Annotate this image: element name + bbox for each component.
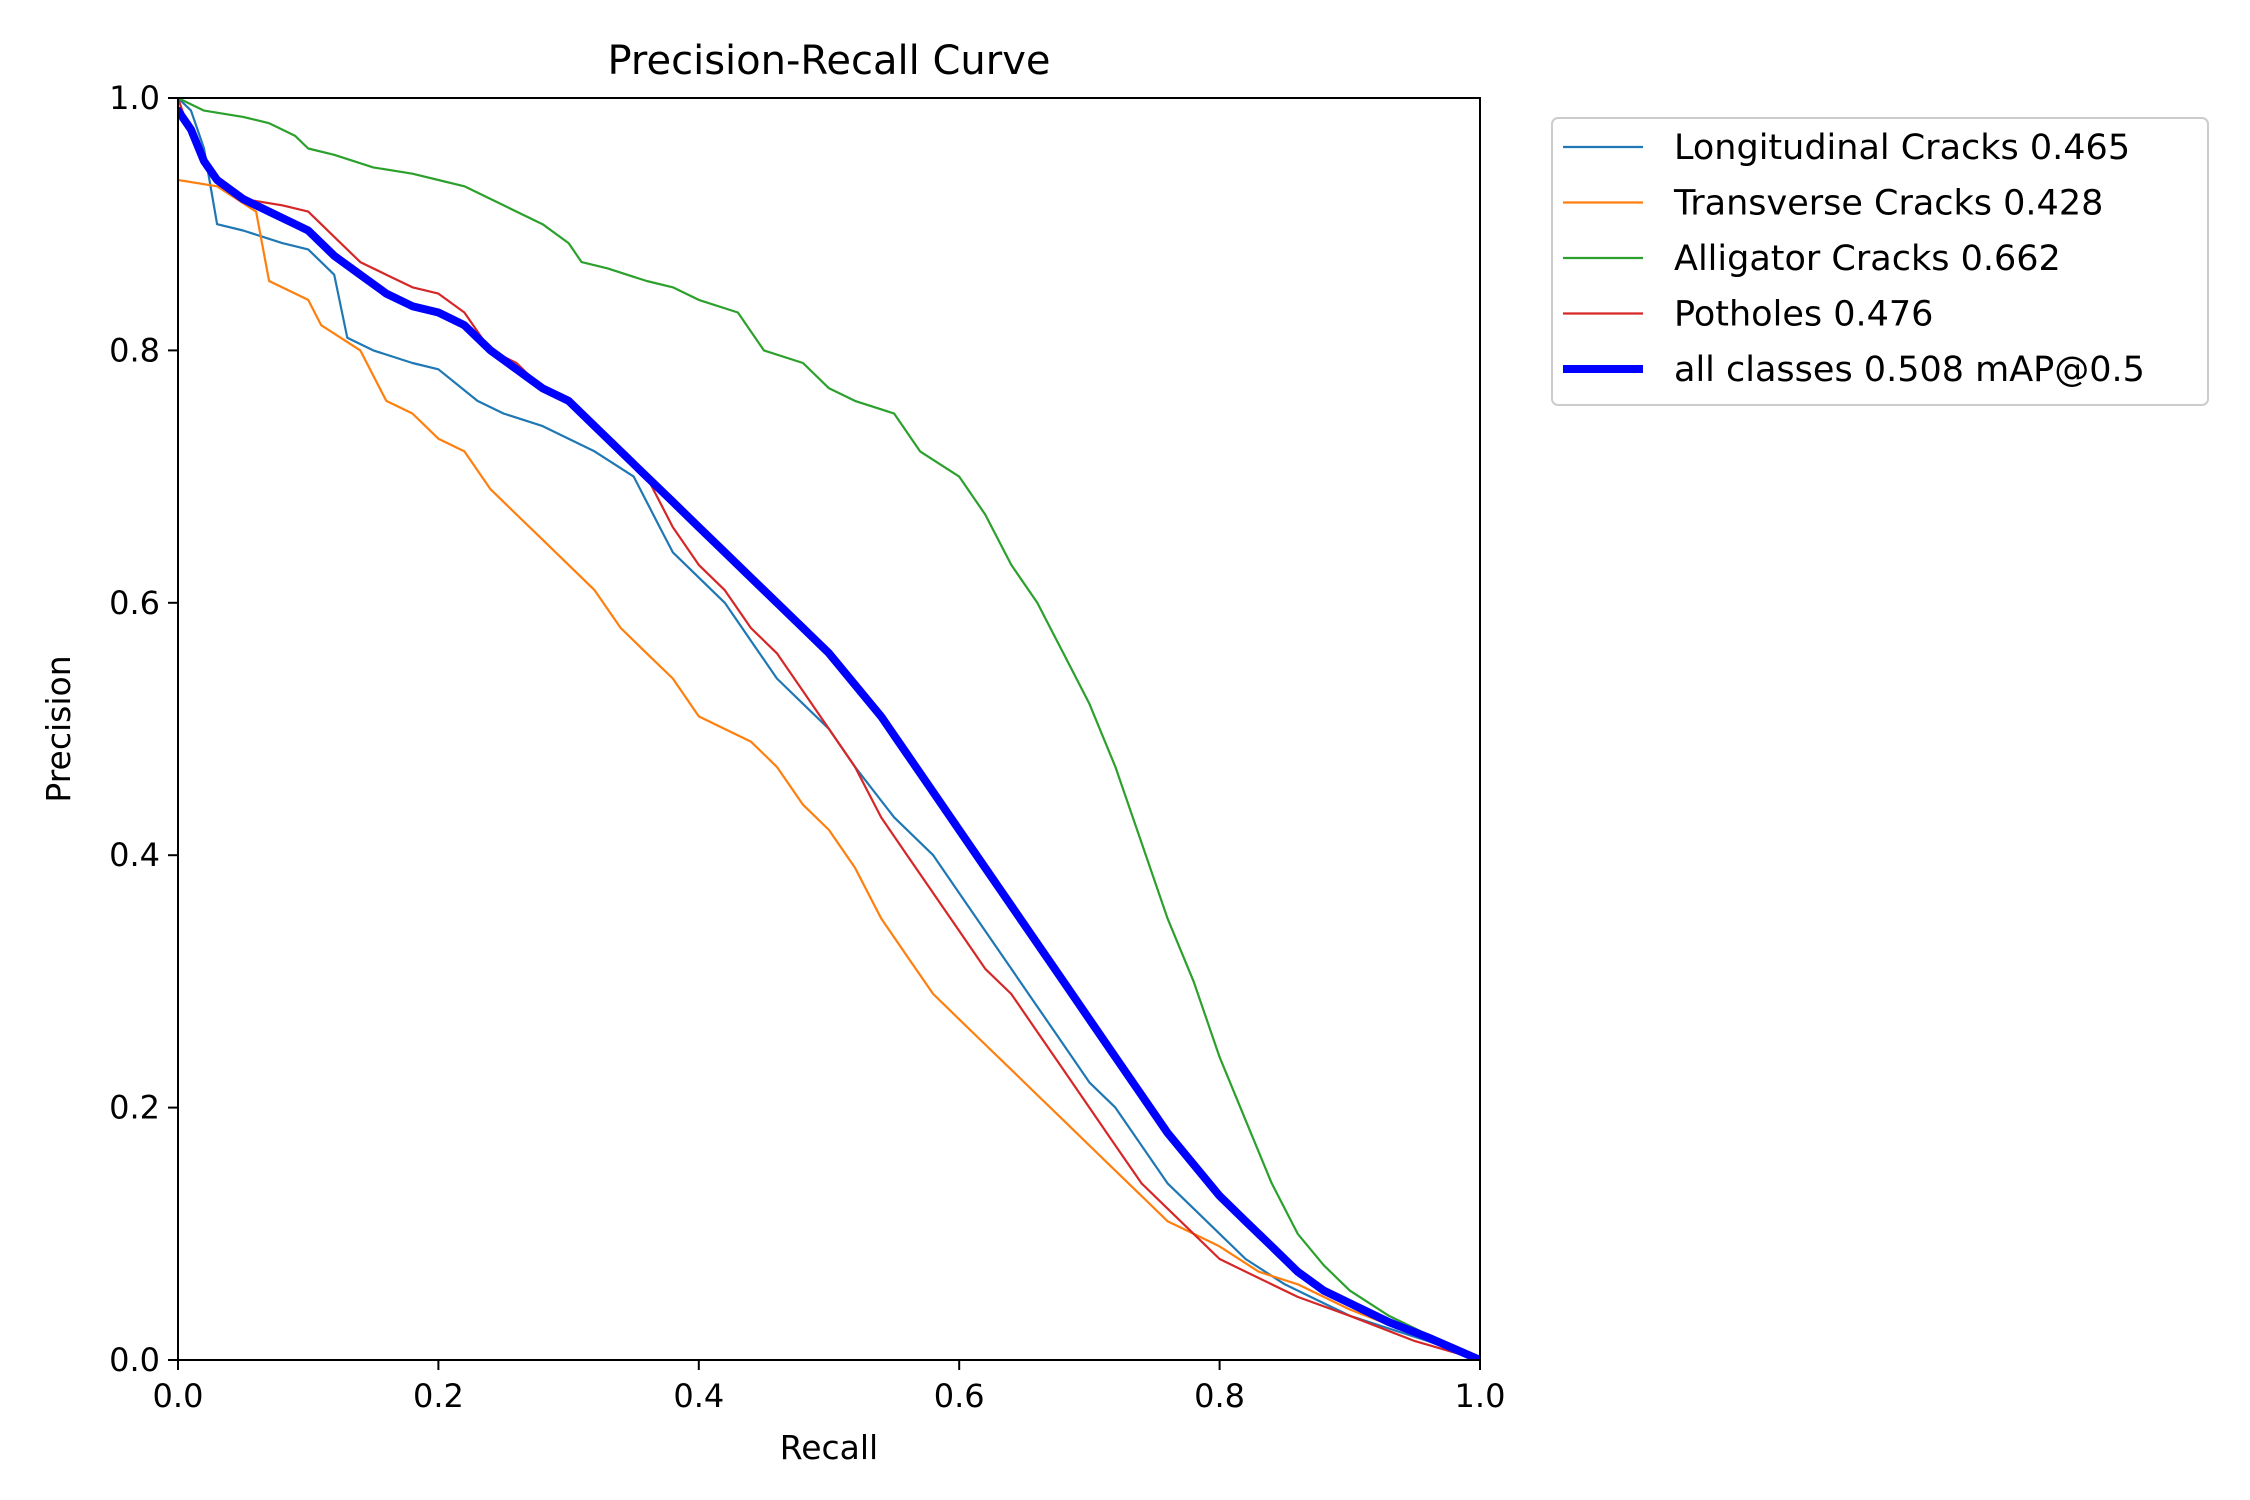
series-line-4 xyxy=(178,106,1480,1360)
x-tick-label: 0.0 xyxy=(153,1377,204,1415)
chart-title: Precision-Recall Curve xyxy=(608,38,1051,84)
x-axis-ticks: 0.0 0.2 0.4 0.6 0.8 1.0 xyxy=(153,1360,1506,1415)
y-tick-label: 0.4 xyxy=(109,836,160,874)
x-tick-label: 0.6 xyxy=(934,1377,985,1415)
x-axis-label: Recall xyxy=(780,1428,878,1467)
legend-label: all classes 0.508 mAP@0.5 xyxy=(1674,350,2145,390)
y-tick-label: 0.6 xyxy=(109,584,160,622)
series-line-0 xyxy=(178,98,1480,1360)
x-tick-label: 0.8 xyxy=(1194,1377,1245,1415)
y-tick-label: 0.8 xyxy=(109,331,160,369)
legend-box xyxy=(1551,117,2209,406)
y-tick-label: 0.0 xyxy=(109,1341,160,1379)
series-line-3 xyxy=(178,98,1480,1360)
x-tick-label: 0.2 xyxy=(413,1377,464,1415)
legend: Longitudinal Cracks 0.465 Transverse Crac… xyxy=(1551,117,2209,406)
legend-entries: Longitudinal Cracks 0.465 Transverse Crac… xyxy=(1563,128,2145,390)
plot-frame xyxy=(177,97,1481,1361)
legend-label: Potholes 0.476 xyxy=(1674,295,1933,335)
x-tick-label: 0.4 xyxy=(673,1377,724,1415)
plot-area xyxy=(177,97,1481,1361)
legend-label: Longitudinal Cracks 0.465 xyxy=(1674,128,2130,168)
series-layer xyxy=(178,98,1480,1360)
y-axis-ticks: 0.0 0.2 0.4 0.6 0.8 1.0 xyxy=(109,79,178,1379)
y-axis-label: Precision xyxy=(39,655,78,802)
y-tick-label: 0.2 xyxy=(109,1089,160,1127)
series-line-1 xyxy=(178,178,1480,1360)
legend-label: Transverse Cracks 0.428 xyxy=(1673,184,2103,224)
y-tick-label: 1.0 xyxy=(109,79,160,117)
legend-label: Alligator Cracks 0.662 xyxy=(1674,239,2061,279)
series-line-2 xyxy=(178,98,1480,1360)
x-tick-label: 1.0 xyxy=(1455,1377,1506,1415)
